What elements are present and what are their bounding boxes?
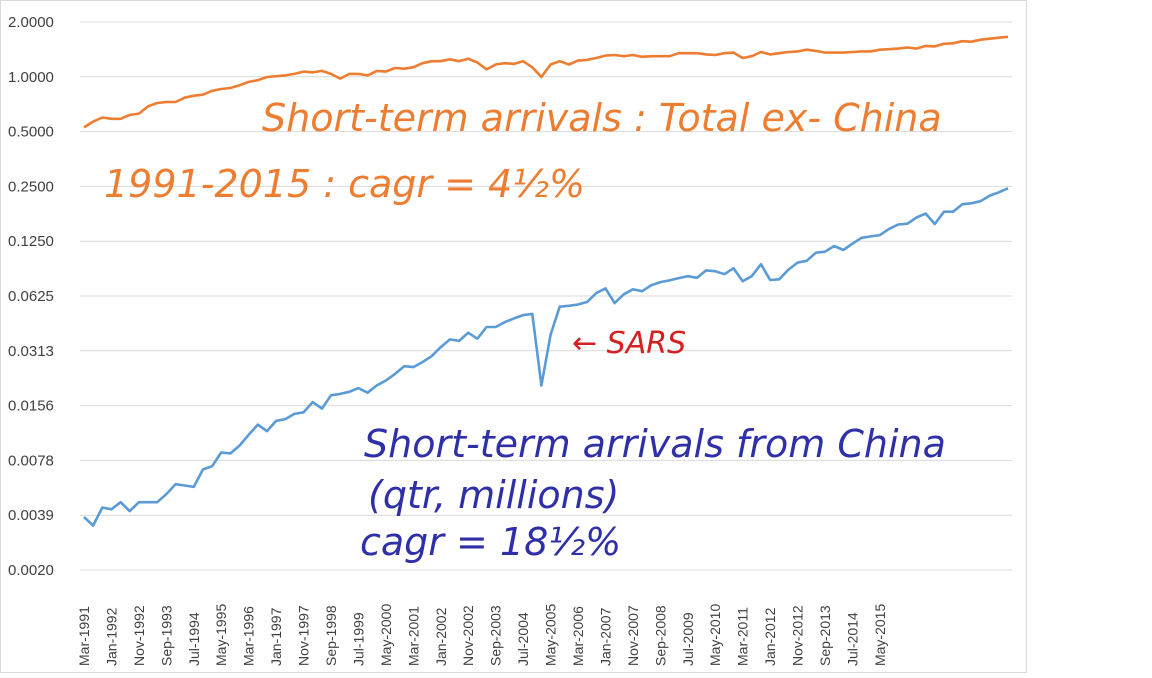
- x-tick-label: Sep-2013: [817, 605, 833, 666]
- x-tick-label: Nov-1992: [131, 605, 147, 666]
- x-tick-label: Nov-2012: [790, 605, 806, 666]
- annotation-china-cagr: cagr = 18½%: [360, 520, 621, 564]
- series-line-1: [83, 187, 1009, 527]
- y-tick-label: 0.2500: [8, 178, 54, 195]
- x-tick-label: Jan-2002: [433, 607, 449, 666]
- annotation-china-title: Short-term arrivals from China: [364, 422, 946, 466]
- y-tick-label: 0.0313: [8, 343, 54, 360]
- x-tick-label: Jan-1997: [268, 607, 284, 666]
- annotation-sars: ← SARS: [572, 326, 686, 361]
- y-tick-label: 0.0156: [8, 398, 54, 415]
- x-tick-label: Mar-2001: [405, 606, 421, 666]
- x-tick-label: Jan-2012: [762, 607, 778, 666]
- y-tick-label: 1.0000: [8, 69, 54, 86]
- y-tick-label: 0.1250: [8, 233, 54, 250]
- x-tick-label: Nov-1997: [296, 605, 312, 666]
- series-line-0: [83, 35, 1009, 129]
- y-axis-ticks: 2.0000 1.0000 0.5000 0.2500 0.1250 0.0625 0.03…: [8, 14, 54, 579]
- x-tick-label: May-2005: [543, 604, 559, 666]
- annotation-total-cagr: 1991-2015 : cagr = 4½%: [104, 162, 585, 206]
- x-tick-label: Jan-2007: [597, 607, 613, 666]
- x-tick-label: Jul-2014: [844, 612, 860, 666]
- x-tick-label: Mar-2006: [570, 606, 586, 666]
- x-tick-label: Sep-1998: [323, 605, 339, 666]
- y-tick-label: 0.0039: [8, 507, 54, 524]
- y-tick-label: 2.0000: [8, 14, 54, 31]
- x-tick-label: May-2000: [378, 604, 394, 666]
- x-tick-label: Mar-2011: [735, 607, 751, 666]
- x-tick-label: May-2015: [872, 604, 888, 666]
- x-axis-ticks: Mar-1991 Jan-1992 Nov-1992 Sep-1993 Jul-1994…: [76, 604, 888, 666]
- x-tick-label: Mar-1991: [76, 606, 92, 666]
- x-tick-label: Jan-1992: [103, 607, 119, 666]
- x-tick-label: Sep-2008: [652, 605, 668, 666]
- y-tick-label: 0.0020: [8, 562, 54, 579]
- x-tick-label: Nov-2007: [625, 605, 641, 666]
- chart-frame: [0, 0, 1027, 673]
- series-lines: [83, 35, 1009, 527]
- annotation-total-title: Short-term arrivals : Total ex- China: [262, 96, 942, 140]
- annotation-china-units: (qtr, millions): [368, 473, 619, 517]
- x-tick-label: Jul-2004: [515, 612, 531, 666]
- x-tick-label: Jul-1994: [186, 612, 202, 666]
- x-tick-label: May-1995: [213, 604, 229, 666]
- y-tick-label: 0.5000: [8, 124, 54, 141]
- y-tick-label: 0.0625: [8, 288, 54, 305]
- x-tick-label: Sep-2003: [488, 605, 504, 666]
- x-tick-label: Sep-1993: [158, 605, 174, 666]
- x-tick-label: Mar-1996: [241, 606, 257, 666]
- x-tick-label: Nov-2002: [460, 605, 476, 666]
- y-tick-label: 0.0078: [8, 452, 54, 469]
- x-tick-label: Jul-1999: [350, 612, 366, 666]
- x-tick-label: May-2010: [707, 604, 723, 666]
- x-tick-label: Jul-2009: [680, 612, 696, 666]
